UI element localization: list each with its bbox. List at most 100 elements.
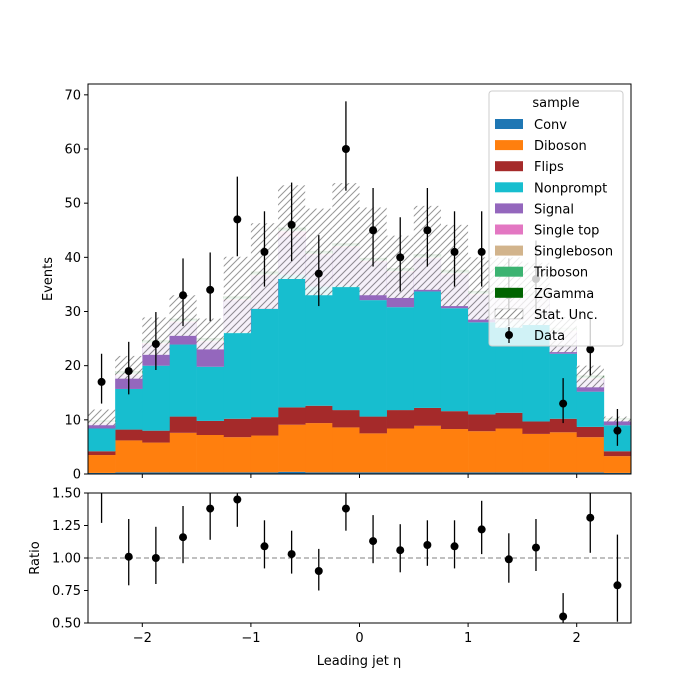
data-point-11 <box>396 253 405 262</box>
ratio-point-4 <box>206 504 215 513</box>
ratio-point-1 <box>124 552 133 561</box>
legend-swatch-5 <box>495 224 523 235</box>
ratio-point-16 <box>531 543 540 552</box>
ratio-point-19 <box>613 581 622 590</box>
bar-diboson-bin-4 <box>196 435 225 473</box>
bar-conv-bin-0 <box>88 472 116 474</box>
bar-nonprompt-bin-0 <box>88 428 116 452</box>
bar-conv-bin-4 <box>196 472 225 474</box>
bar-diboson-bin-17 <box>549 432 577 473</box>
data-point-17 <box>559 399 568 408</box>
bar-signal-bin-0 <box>88 423 116 429</box>
ratio-point-17 <box>559 612 568 621</box>
bar-nonprompt-bin-9 <box>332 285 360 411</box>
main-y-tick-label-4: 40 <box>64 251 81 266</box>
bar-diboson-bin-1 <box>115 440 143 473</box>
legend-swatch-3 <box>495 182 523 193</box>
data-point-13 <box>450 247 459 256</box>
bar-conv-bin-9 <box>332 472 360 474</box>
bar-flips-bin-18 <box>576 426 605 438</box>
bar-nonprompt-bin-7 <box>278 274 306 408</box>
bar-nonprompt-bin-18 <box>576 391 605 427</box>
bar-flips-bin-16 <box>522 421 550 434</box>
bar-flips-bin-1 <box>115 429 143 441</box>
main-y-tick-label-0: 0 <box>73 468 81 483</box>
bar-diboson-bin-5 <box>223 437 252 473</box>
bar-diboson-bin-9 <box>332 427 360 473</box>
bar-conv-bin-10 <box>359 472 387 474</box>
bar-nonprompt-bin-11 <box>386 307 415 411</box>
bar-flips-bin-7 <box>278 407 306 425</box>
legend-label-1: Diboson <box>534 139 587 154</box>
main-y-tick-label-6: 60 <box>64 143 81 158</box>
ratio-x-tick-label-3: 1 <box>464 631 472 646</box>
legend: sample Conv Diboson Flips Nonprompt Signal Si… <box>488 90 624 347</box>
legend-data-marker <box>505 331 513 339</box>
data-point-1 <box>124 367 133 376</box>
legend-label-0: Conv <box>534 118 567 133</box>
legend-label-6: Singleboson <box>534 245 613 260</box>
data-point-9 <box>341 145 350 153</box>
ratio-x-tick-label-1: −1 <box>241 631 260 646</box>
bar-conv-bin-6 <box>250 472 279 474</box>
bar-conv-bin-3 <box>169 472 197 474</box>
bar-nonprompt-bin-8 <box>305 286 333 406</box>
stat-unc-bin-9 <box>332 183 360 288</box>
bar-conv-bin-7 <box>278 471 306 474</box>
data-point-19 <box>613 426 622 435</box>
bar-flips-bin-17 <box>549 418 577 433</box>
stat-unc-bin-5 <box>223 256 251 334</box>
main-y-tick-label-2: 20 <box>64 359 81 374</box>
legend-label-5: Single top <box>534 224 599 239</box>
bar-nonprompt-bin-6 <box>250 308 279 418</box>
bar-diboson-bin-16 <box>522 433 550 473</box>
bar-flips-bin-8 <box>305 405 333 424</box>
x-axis-label: Leading jet η <box>317 654 402 669</box>
bar-flips-bin-3 <box>169 416 197 433</box>
bar-flips-bin-14 <box>468 414 496 432</box>
legend-label-data: Data <box>534 329 565 344</box>
bar-conv-bin-12 <box>413 472 442 474</box>
ratio-points <box>100 493 622 623</box>
bar-conv-bin-14 <box>468 472 496 474</box>
ratio-y-tick-label-4: 1.50 <box>52 487 81 502</box>
ratio-y-tick-label-1: 0.75 <box>52 584 81 599</box>
main-y-axis-label: Events <box>41 257 56 301</box>
bar-flips-bin-10 <box>359 416 387 434</box>
ratio-point-18 <box>586 513 595 522</box>
bar-nonprompt-bin-10 <box>359 300 387 417</box>
bar-diboson-bin-13 <box>440 429 469 473</box>
main-y-ticks: 0 10 20 30 40 50 60 70 <box>64 88 88 483</box>
ratio-point-8 <box>314 567 323 575</box>
bar-flips-bin-19 <box>603 451 631 457</box>
bar-diboson-bin-6 <box>250 435 279 473</box>
bar-flips-bin-2 <box>142 430 170 443</box>
bar-flips-bin-5 <box>223 418 252 438</box>
ratio-y-tick-label-2: 1.00 <box>52 552 81 567</box>
data-point-12 <box>423 226 432 235</box>
bar-diboson-bin-14 <box>468 431 496 473</box>
legend-label-3: Nonprompt <box>534 181 607 196</box>
ratio-y-tick-label-0: 0.50 <box>52 617 81 632</box>
legend-entries: Conv Diboson Flips Nonprompt Signal Single to… <box>494 118 613 344</box>
ratio-point-7 <box>287 550 296 559</box>
ratio-point-3 <box>179 533 188 542</box>
legend-title: sample <box>532 96 579 111</box>
bar-flips-bin-4 <box>196 420 225 435</box>
bar-diboson-bin-2 <box>142 442 170 473</box>
ratio-point-12 <box>423 541 432 549</box>
bar-conv-bin-11 <box>386 472 415 474</box>
ratio-point-11 <box>396 546 405 555</box>
main-y-tick-label-5: 50 <box>64 197 81 212</box>
ratio-x-tick-label-2: 0 <box>355 631 363 646</box>
ratio-y-tick-label-3: 1.25 <box>52 519 81 534</box>
data-point-5 <box>233 215 242 224</box>
ratio-x-tick-label-0: −2 <box>133 631 152 646</box>
bar-diboson-bin-0 <box>88 455 116 473</box>
main-y-tick-label-3: 30 <box>64 305 81 320</box>
bar-flips-bin-0 <box>88 451 116 456</box>
bar-conv-bin-5 <box>223 472 252 474</box>
data-point-18 <box>586 345 595 354</box>
ratio-point-6 <box>260 542 269 551</box>
